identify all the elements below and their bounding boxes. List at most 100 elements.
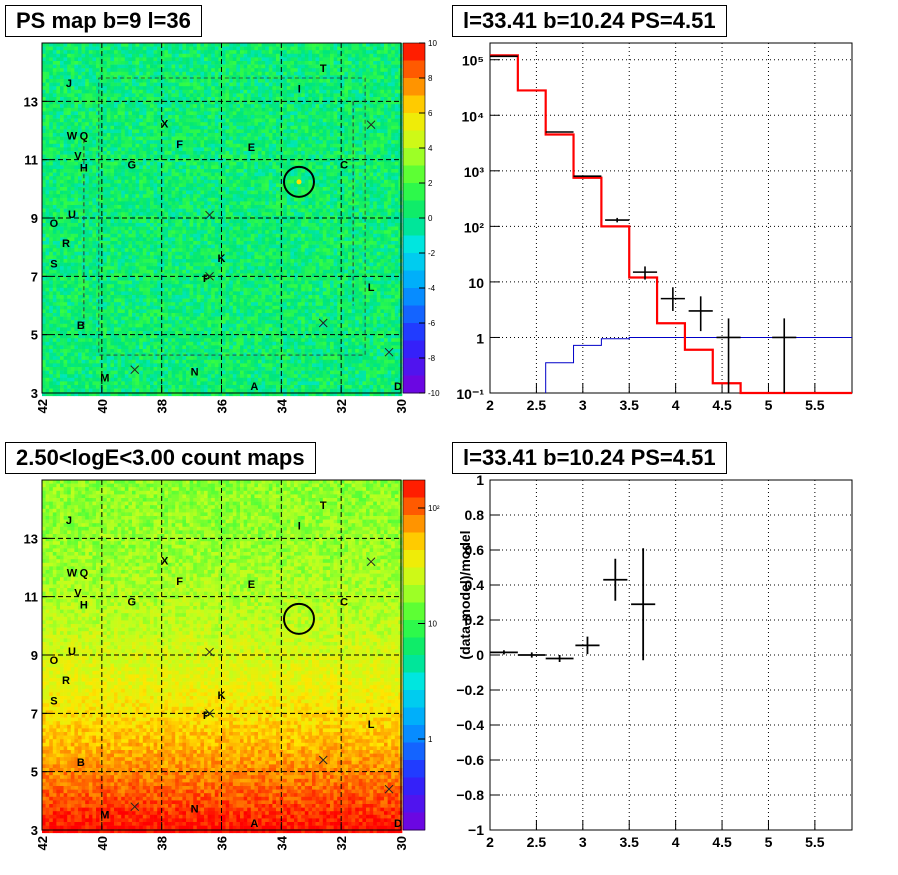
map-pixel (114, 46, 118, 51)
map-pixel (106, 172, 111, 177)
map-pixel (225, 118, 230, 123)
map-pixel (211, 104, 216, 109)
map-pixel (142, 183, 147, 188)
map-pixel (92, 115, 97, 119)
map-pixel (153, 107, 158, 112)
map-pixel (355, 183, 360, 188)
map-pixel (132, 64, 136, 69)
map-pixel (326, 46, 331, 51)
map-pixel (70, 215, 75, 220)
map-pixel (117, 176, 122, 181)
map-pixel (373, 61, 378, 65)
map-pixel (297, 104, 302, 109)
map-pixel (70, 212, 75, 217)
map-pixel (110, 107, 115, 112)
map-pixel (52, 143, 57, 148)
map-pixel (225, 82, 230, 87)
map-pixel (204, 118, 208, 123)
map-pixel (294, 197, 298, 202)
map-pixel (85, 122, 90, 127)
map-pixel (232, 118, 237, 123)
map-pixel (92, 205, 97, 209)
map-pixel (146, 93, 151, 98)
map-pixel (81, 107, 86, 112)
map-pixel (348, 208, 352, 213)
map-pixel (150, 176, 154, 181)
map-pixel (175, 194, 180, 199)
map-pixel (124, 68, 129, 73)
map-pixel (304, 172, 309, 177)
map-pixel (326, 194, 331, 199)
map-pixel (211, 61, 216, 65)
map-pixel (326, 143, 331, 148)
map-pixel (106, 219, 111, 224)
map-pixel (376, 197, 381, 202)
map-pixel (218, 205, 223, 209)
map-pixel (387, 197, 392, 202)
map-pixel (189, 68, 194, 73)
map-pixel (182, 125, 187, 130)
map-pixel (204, 129, 208, 134)
map-pixel (254, 71, 259, 76)
map-pixel (398, 172, 403, 177)
map-pixel (142, 187, 147, 191)
map-pixel (344, 46, 349, 51)
map-pixel (88, 115, 93, 119)
map-pixel (204, 93, 208, 98)
map-pixel (376, 183, 381, 188)
map-pixel (283, 165, 288, 170)
map-pixel (67, 89, 72, 94)
map-pixel (294, 50, 298, 55)
map-pixel (67, 165, 72, 170)
map-pixel (225, 93, 230, 98)
map-pixel (333, 169, 338, 173)
map-pixel (391, 176, 396, 181)
map-pixel (121, 104, 126, 109)
map-pixel (49, 71, 54, 76)
map-pixel (222, 75, 226, 80)
map-pixel (391, 61, 396, 65)
map-pixel (218, 61, 223, 65)
map-pixel (272, 107, 277, 112)
map-pixel (110, 57, 115, 62)
map-pixel (164, 205, 169, 209)
map-pixel (153, 219, 158, 224)
map-pixel (200, 143, 205, 148)
map-pixel (200, 133, 205, 137)
map-pixel (283, 75, 288, 80)
map-pixel (308, 93, 313, 98)
map-pixel (240, 50, 244, 55)
map-pixel (319, 136, 324, 141)
map-pixel (225, 197, 230, 202)
map-pixel (254, 187, 259, 191)
map-pixel (207, 147, 212, 152)
map-pixel (351, 147, 356, 152)
map-pixel (391, 179, 396, 184)
map-pixel (117, 129, 122, 134)
map-pixel (351, 53, 356, 58)
map-pixel (247, 165, 252, 170)
map-pixel (312, 215, 316, 220)
map-pixel (178, 86, 183, 91)
map-pixel (96, 53, 100, 58)
map-pixel (319, 122, 324, 127)
map-pixel (330, 75, 334, 80)
map-pixel (42, 86, 46, 91)
map-pixel (290, 143, 295, 148)
map-pixel (189, 100, 194, 105)
map-pixel (312, 169, 316, 173)
map-pixel (301, 147, 306, 152)
map-pixel (222, 219, 226, 224)
map-pixel (236, 133, 241, 137)
map-pixel (247, 71, 252, 76)
map-pixel (294, 187, 298, 191)
map-pixel (247, 169, 252, 173)
map-pixel (225, 165, 230, 170)
map-pixel (333, 208, 338, 213)
map-pixel (207, 86, 212, 91)
map-pixel (214, 61, 219, 65)
map-pixel (114, 50, 118, 55)
map-pixel (240, 129, 244, 134)
map-pixel (236, 104, 241, 109)
map-pixel (297, 197, 302, 202)
